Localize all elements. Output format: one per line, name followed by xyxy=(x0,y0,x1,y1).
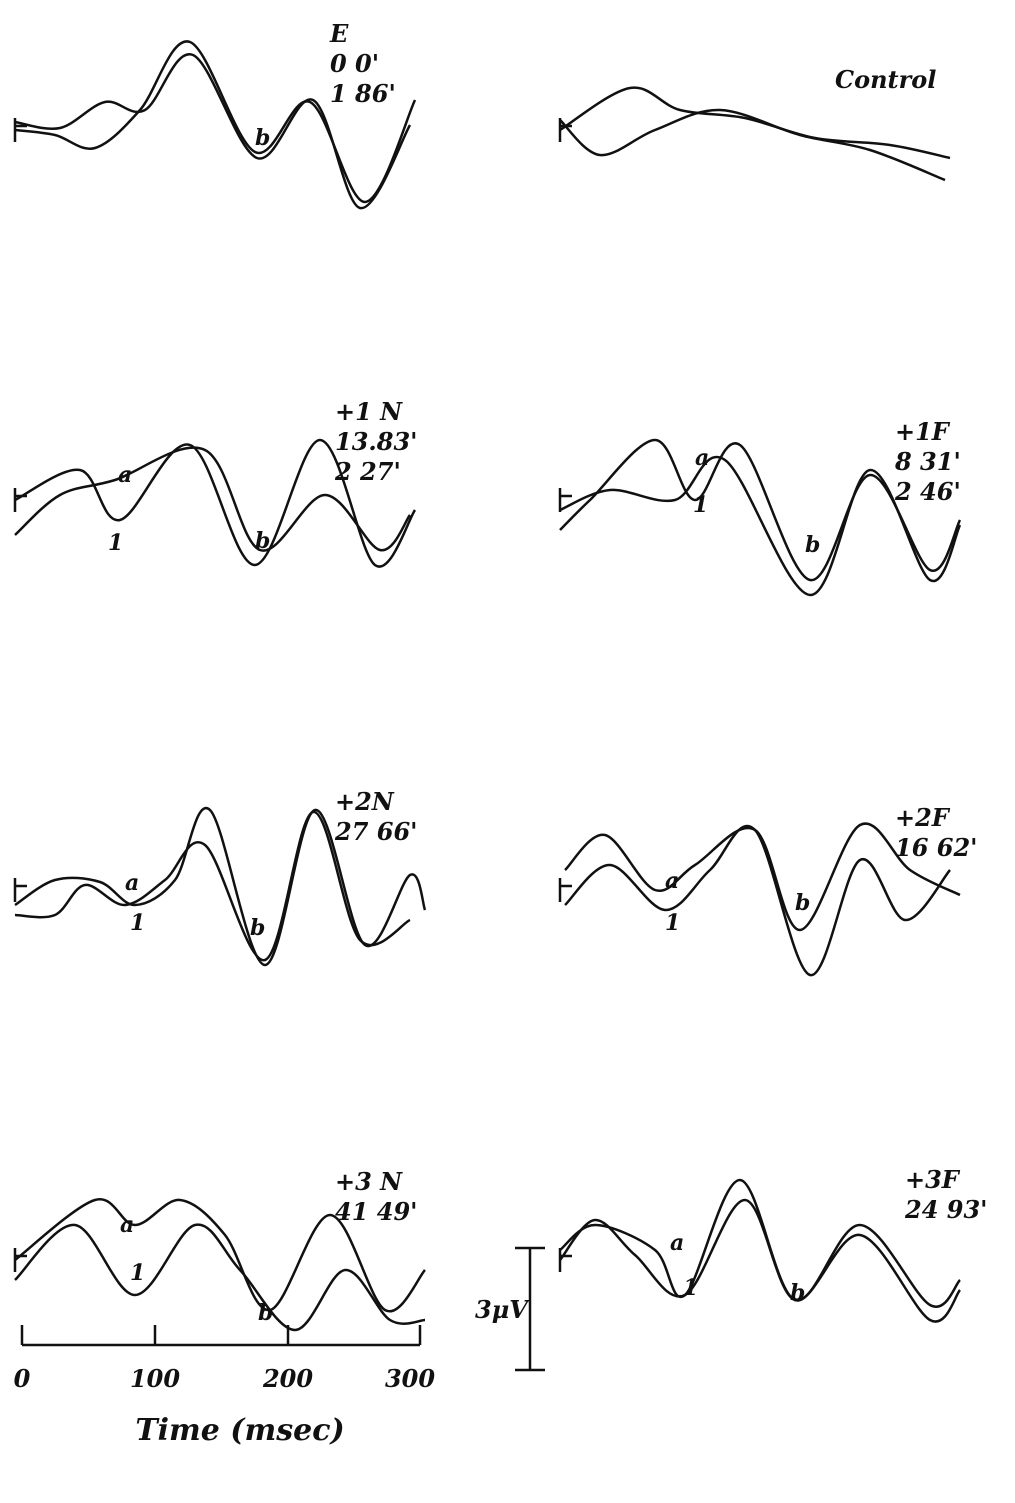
panel-value: 13.83' xyxy=(335,427,418,456)
wave-mark: b xyxy=(255,125,270,151)
panel-value: 24 93' xyxy=(904,1195,988,1224)
panel-label: +3F xyxy=(905,1165,961,1194)
wave-mark: b xyxy=(805,532,820,558)
wave-mark: b xyxy=(795,890,810,916)
wave-mark: b xyxy=(790,1280,805,1306)
wave-mark: b xyxy=(250,915,265,941)
wave-mark: a xyxy=(120,1212,134,1238)
waveform xyxy=(560,88,950,158)
waveform xyxy=(15,1225,425,1330)
panel-label: +3 N xyxy=(335,1167,403,1196)
wave-mark: a xyxy=(118,462,132,488)
panel-label: +1 N xyxy=(335,397,403,426)
time-tick: 0 xyxy=(14,1364,31,1393)
wave-mark: a xyxy=(670,1230,684,1256)
wave-mark: b xyxy=(255,528,270,554)
panel-value: 2 27' xyxy=(334,457,401,486)
panel-value: 1 86' xyxy=(330,79,396,108)
panel-label: +2N xyxy=(335,787,395,816)
wave-mark: 1 xyxy=(693,492,708,518)
wave-mark: a xyxy=(665,868,679,894)
panel-label: +2F xyxy=(895,803,951,832)
panel-label: E xyxy=(329,19,349,48)
panel-value: 41 49' xyxy=(335,1197,418,1226)
panel-label: Control xyxy=(835,65,936,94)
panel-value: 27 66' xyxy=(334,817,418,846)
wave-mark: a xyxy=(125,870,139,896)
wave-mark: 1 xyxy=(130,910,145,936)
wave-mark: 1 xyxy=(108,530,123,556)
panel-label: +1F xyxy=(895,417,951,446)
wave-mark: 1 xyxy=(130,1260,145,1286)
time-tick: 200 xyxy=(262,1364,313,1393)
wave-mark: 1 xyxy=(683,1275,698,1301)
page: 3μV 0 100 200 300 Time (msec) E0 0'1 86'… xyxy=(0,0,1015,1503)
scale-label: 3μV xyxy=(475,1295,530,1324)
panel-value: 16 62' xyxy=(895,833,978,862)
time-title: Time (msec) xyxy=(135,1413,344,1448)
wave-mark: a xyxy=(695,445,709,471)
waveform xyxy=(560,1180,960,1307)
time-tick: 100 xyxy=(130,1364,180,1393)
figure: 3μV 0 100 200 300 Time (msec) E0 0'1 86'… xyxy=(0,0,1015,1503)
wave-mark: 1 xyxy=(665,910,680,936)
wave-mark: b xyxy=(258,1300,273,1326)
panel-value: 2 46' xyxy=(894,477,961,506)
time-tick: 300 xyxy=(385,1364,435,1393)
panel-value: 8 31' xyxy=(894,447,961,476)
panel-value: 0 0' xyxy=(330,49,379,78)
